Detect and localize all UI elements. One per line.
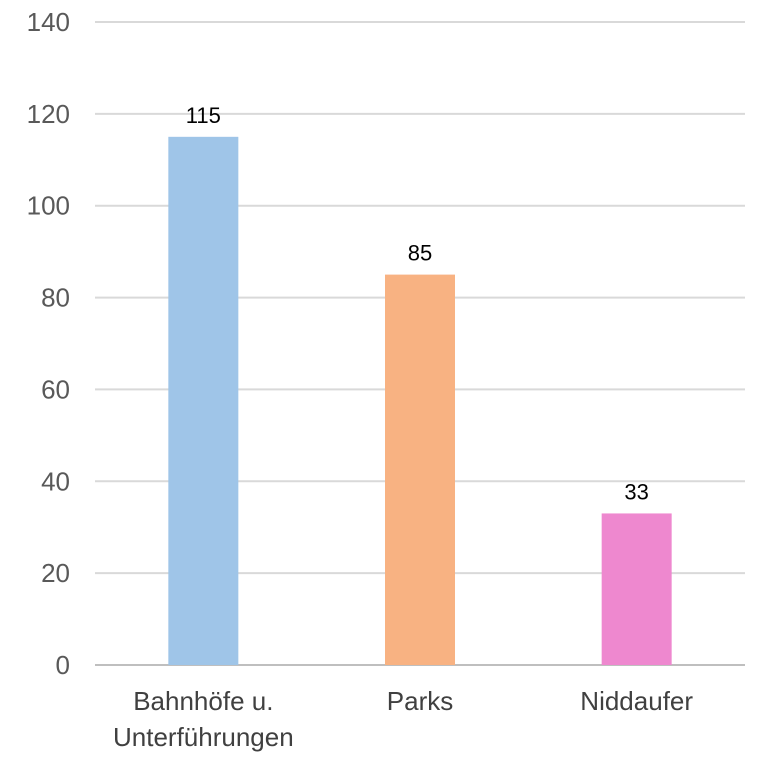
bar: [601, 513, 672, 665]
y-axis-tick-labels: 0 20 40 60 80 100 120 140: [27, 7, 70, 680]
y-tick-label: 80: [41, 283, 70, 313]
data-label: 115: [186, 103, 221, 128]
category-label: Niddaufer: [580, 686, 693, 716]
data-labels: 115 85 33: [186, 103, 649, 505]
y-tick-label: 20: [41, 558, 70, 588]
category-label: Unterführungen: [113, 722, 294, 752]
category-label: Bahnhöfe u.: [133, 686, 273, 716]
bar: [168, 136, 239, 666]
x-axis-category-labels: Bahnhöfe u. Unterführungen Parks Niddaufer: [113, 686, 693, 752]
y-tick-label: 40: [41, 466, 70, 496]
bar: [385, 274, 455, 665]
y-tick-label: 0: [56, 650, 70, 680]
category-label: Parks: [387, 686, 453, 716]
y-tick-label: 140: [27, 7, 70, 37]
y-tick-label: 120: [27, 99, 70, 129]
y-tick-label: 100: [27, 191, 70, 221]
bars: [168, 136, 672, 666]
data-label: 85: [408, 241, 432, 266]
y-tick-label: 60: [41, 374, 70, 404]
data-label: 33: [624, 479, 648, 504]
